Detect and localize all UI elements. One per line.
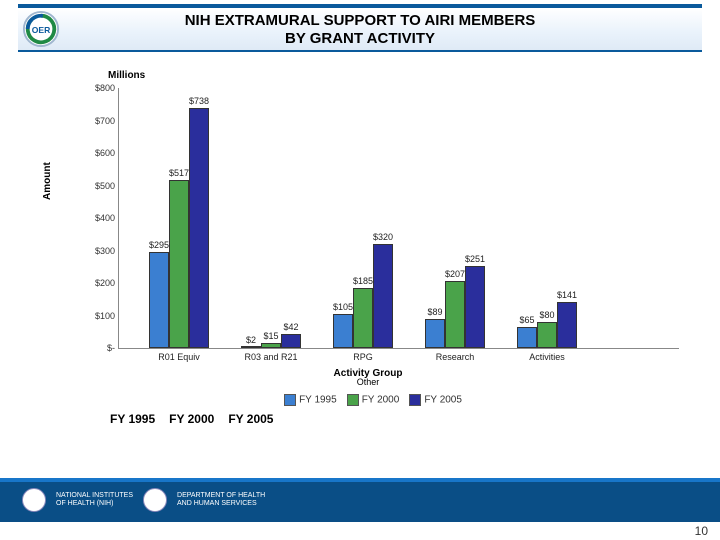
y-tick: $200 [79, 278, 115, 288]
legend-label: FY 2005 [424, 395, 462, 406]
bar [261, 343, 281, 348]
slide-title: NIH EXTRAMURAL SUPPORT TO AIRI MEMBERS B… [18, 12, 702, 48]
bar-value-label: $320 [373, 232, 393, 242]
y-tick: $800 [79, 83, 115, 93]
y-tick: $100 [79, 311, 115, 321]
y-tick: $300 [79, 246, 115, 256]
legend-swatch [347, 394, 359, 406]
bar-value-label: $89 [427, 307, 442, 317]
nih-label: NATIONAL INSTITUTES OF HEALTH (NIH) [56, 492, 133, 508]
bar [169, 180, 189, 348]
footer-logos: NATIONAL INSTITUTES OF HEALTH (NIH) DEPA… [22, 488, 265, 512]
bar-value-label: $295 [149, 240, 169, 250]
bar [425, 319, 445, 348]
bar-value-label: $65 [519, 315, 534, 325]
nih-logo-icon [22, 488, 46, 512]
category-label: R03 and R21 [244, 352, 297, 362]
chart-plot: $-$100$200$300$400$500$600$700$800$295$5… [118, 88, 679, 349]
bar-value-label: $517 [169, 168, 189, 178]
millions-label: Millions [108, 70, 145, 81]
y-tick: $- [79, 343, 115, 353]
bar [189, 108, 209, 348]
category-label: Research [436, 352, 475, 362]
category-label: Activities [529, 352, 565, 362]
bar-value-label: $185 [353, 276, 373, 286]
fy-overlay-item: FY 1995 [110, 412, 155, 426]
bar-value-label: $15 [263, 331, 278, 341]
bar [373, 244, 393, 348]
y-tick: $700 [79, 116, 115, 126]
bar [557, 302, 577, 348]
chart-area: Millions Amount $-$100$200$300$400$500$6… [48, 70, 688, 440]
bar-value-label: $80 [539, 310, 554, 320]
legend-label: FY 2000 [362, 395, 400, 406]
legend-label: FY 1995 [299, 395, 337, 406]
hhs-logo-icon [143, 488, 167, 512]
bar [353, 288, 373, 348]
header-banner: OER NIH EXTRAMURAL SUPPORT TO AIRI MEMBE… [18, 4, 702, 52]
x-axis-label-sub: Other [48, 377, 688, 387]
y-tick: $400 [79, 213, 115, 223]
bar-value-label: $738 [189, 96, 209, 106]
hhs-label: DEPARTMENT OF HEALTH AND HUMAN SERVICES [177, 492, 265, 508]
bar [149, 252, 169, 348]
bar-value-label: $2 [246, 335, 256, 345]
category-label: R01 Equiv [158, 352, 200, 362]
page-number: 10 [695, 524, 708, 538]
y-tick: $600 [79, 148, 115, 158]
bar-value-label: $42 [283, 322, 298, 332]
bar [537, 322, 557, 348]
y-tick: $500 [79, 181, 115, 191]
fy-overlay-row: FY 1995 FY 2000 FY 2005 [110, 412, 287, 426]
chart-legend: FY 1995 FY 2000 FY 2005 [48, 394, 688, 406]
category-label: RPG [353, 352, 373, 362]
bar-value-label: $251 [465, 254, 485, 264]
bar [241, 346, 261, 348]
bar-value-label: $141 [557, 290, 577, 300]
bar-value-label: $207 [445, 269, 465, 279]
bar [281, 334, 301, 348]
legend-swatch [409, 394, 421, 406]
footer-accent [0, 478, 720, 482]
fy-overlay-item: FY 2005 [228, 412, 273, 426]
y-axis-label: Amount [42, 162, 53, 200]
bar [333, 314, 353, 348]
fy-overlay-item: FY 2000 [169, 412, 214, 426]
bar [517, 327, 537, 348]
bar [445, 281, 465, 348]
bar [465, 266, 485, 348]
footer-bar: NATIONAL INSTITUTES OF HEALTH (NIH) DEPA… [0, 482, 720, 522]
title-line-1: NIH EXTRAMURAL SUPPORT TO AIRI MEMBERS [185, 12, 536, 29]
title-line-2: BY GRANT ACTIVITY [285, 30, 435, 47]
legend-swatch [284, 394, 296, 406]
bar-value-label: $105 [333, 302, 353, 312]
slide: OER NIH EXTRAMURAL SUPPORT TO AIRI MEMBE… [0, 0, 720, 540]
x-axis-label: Activity Group Other [48, 368, 688, 387]
